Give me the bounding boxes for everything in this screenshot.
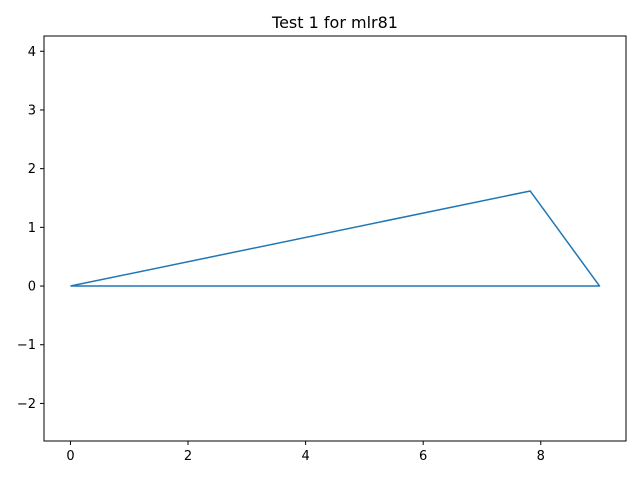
y-tick-label: 1 [28, 221, 36, 236]
x-tick-label: 0 [66, 449, 74, 464]
x-tick-label: 2 [184, 449, 192, 464]
plot-frame [43, 35, 627, 442]
y-tick-label: 4 [28, 45, 36, 60]
y-tick-label: 3 [28, 103, 36, 118]
x-tick-label: 4 [301, 449, 309, 464]
y-tick-label: 2 [28, 162, 36, 177]
chart-title: Test 1 for mlr81 [271, 13, 398, 32]
series-line-0 [70, 190, 601, 287]
y-tick-label: 0 [28, 280, 36, 295]
y-tick-label: −1 [17, 338, 36, 353]
y-tick-label: −2 [17, 397, 36, 412]
series-layer [70, 190, 601, 287]
x-tick-label: 8 [537, 449, 545, 464]
x-tick-label: 6 [419, 449, 427, 464]
y-axis-ticks: −2 −1 0 1 2 3 4 [17, 45, 44, 412]
x-axis-ticks: 0 2 4 6 8 [66, 441, 545, 464]
